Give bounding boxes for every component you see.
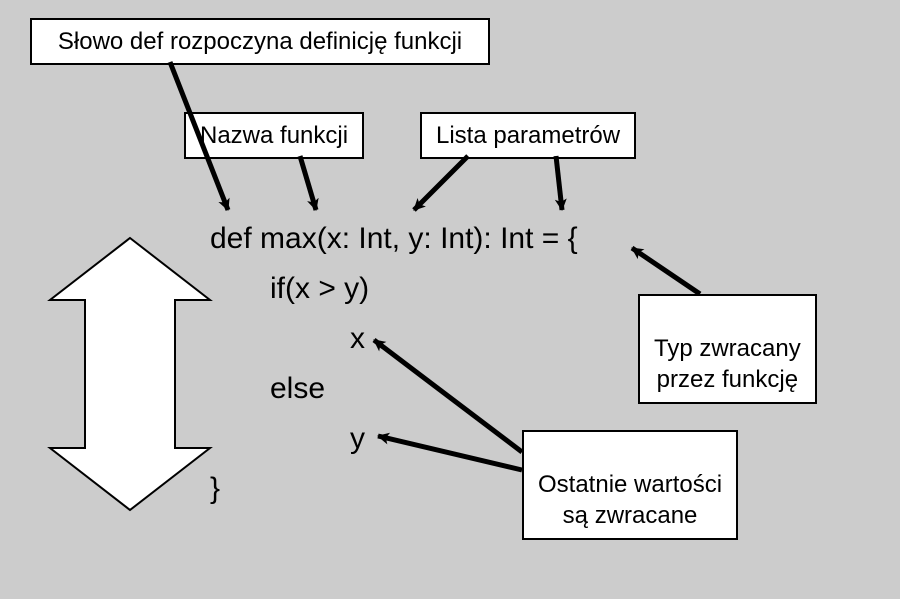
label-param-list: Lista parametrów <box>420 112 636 159</box>
code-line-3: x <box>350 322 365 356</box>
arrow-params-2 <box>556 156 562 210</box>
label-text: Lista parametrów <box>436 122 620 149</box>
code-line-1: def max(x: Int, y: Int): Int = { <box>210 222 578 256</box>
arrow-rettype <box>632 248 700 294</box>
arrow-lastval-x <box>374 340 522 452</box>
arrow-lastval-y <box>378 436 522 470</box>
code-line-5: y <box>350 422 365 456</box>
label-text: Słowo def rozpoczyna definicję funkcji <box>58 28 462 55</box>
label-last-values: Ostatnie wartości są zwracane <box>522 430 738 540</box>
label-body-braces: Ciało funkcji w nawiasach klamrowych <box>82 290 172 460</box>
label-text: Ostatnie wartości są zwracane <box>538 471 722 529</box>
code-line-4: else <box>270 372 325 406</box>
arrow-funcname <box>300 156 316 210</box>
label-text: Nazwa funkcji <box>200 122 348 149</box>
arrow-params-1 <box>414 156 468 210</box>
code-line-2: if(x > y) <box>270 272 369 306</box>
label-func-name: Nazwa funkcji <box>184 112 364 159</box>
label-text: Typ zwracany przez funkcję <box>654 335 801 393</box>
code-line-6: } <box>210 472 220 506</box>
label-return-type: Typ zwracany przez funkcję <box>638 294 817 404</box>
label-def-starts: Słowo def rozpoczyna definicję funkcji <box>30 18 490 65</box>
